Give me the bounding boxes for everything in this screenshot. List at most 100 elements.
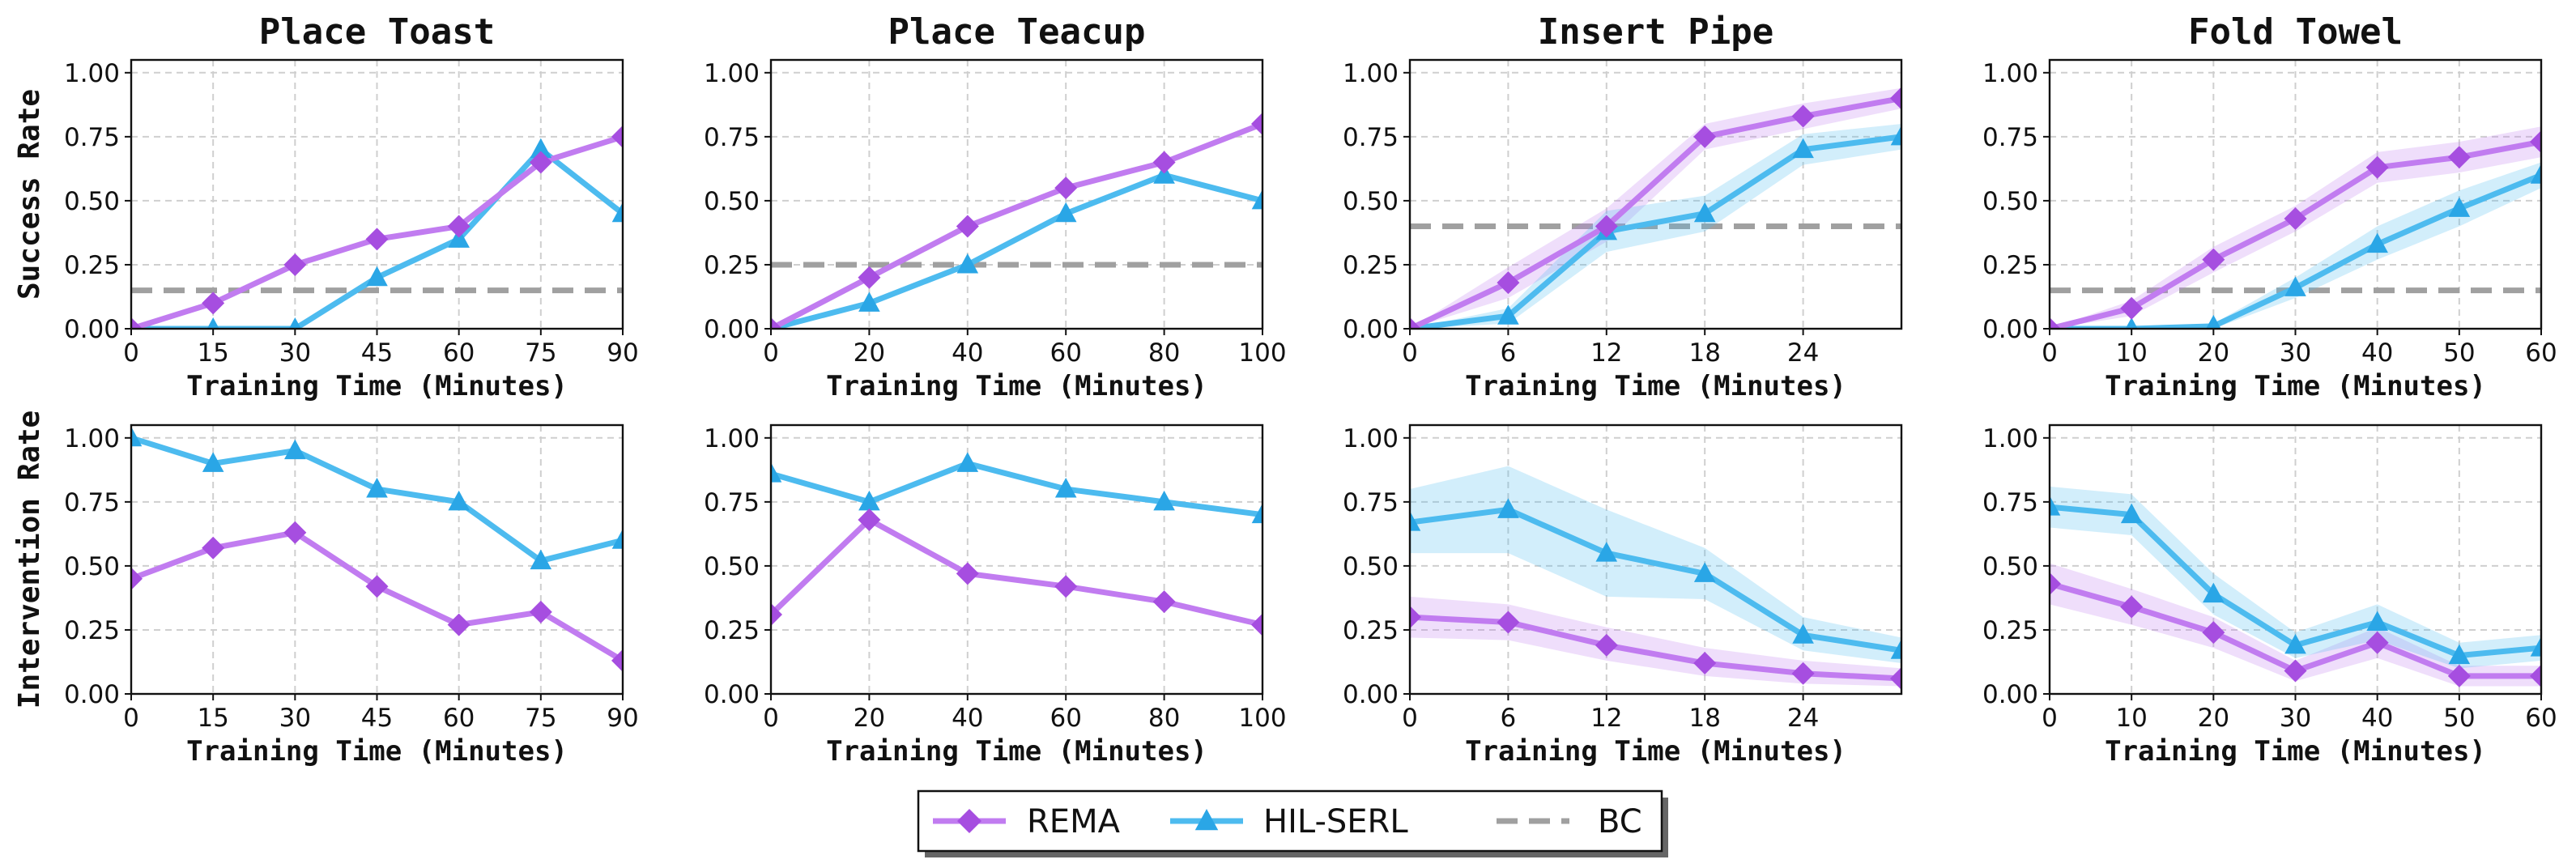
- x-tick-label: 0: [2042, 338, 2058, 368]
- x-tick-label: 90: [607, 704, 638, 733]
- y-tick-label: 0.50: [64, 187, 120, 216]
- x-tick-label: 30: [279, 704, 311, 733]
- x-tick-label: 10: [2115, 704, 2147, 733]
- y-tick-label: 0.50: [704, 187, 760, 216]
- plot-frame: [130, 423, 624, 696]
- x-tick-label: 100: [1238, 704, 1286, 733]
- x-axis-label: Training Time (Minutes): [1465, 370, 1846, 402]
- y-tick-label: 1.00: [704, 424, 760, 453]
- y-tick-label: 0.75: [704, 123, 760, 152]
- x-tick-label: 30: [2280, 338, 2311, 368]
- y-axis-label: Success Rate: [13, 89, 46, 300]
- hil-serl-point: [1792, 623, 1814, 644]
- subplot-title: Place Teacup: [888, 11, 1146, 53]
- y-tick-label: 0.50: [64, 552, 120, 581]
- rema-point: [283, 253, 307, 276]
- legend-hil-serl-marker: [1194, 809, 1219, 831]
- x-tick-label: 100: [1238, 338, 1286, 368]
- hil-serl-point: [2203, 582, 2225, 603]
- hil-serl-point: [284, 439, 306, 460]
- x-tick-label: 15: [197, 704, 228, 733]
- legend-bc-label: BC: [1598, 803, 1642, 840]
- y-axis-label: Intervention Rate: [13, 411, 46, 708]
- x-tick-label: 60: [1050, 704, 1081, 733]
- hil-serl-point: [1251, 189, 1262, 210]
- rema-point: [2530, 130, 2541, 154]
- hil-serl-point: [448, 490, 470, 511]
- subplot-1: 0 15 30 45 60 75 90 0.00 0.25 0.50 0.75 1.00 Place T…: [13, 11, 639, 402]
- x-tick-label: 24: [1787, 704, 1819, 733]
- y-tick-label: 1.00: [64, 59, 120, 88]
- rema-point: [2530, 664, 2541, 687]
- subplot-4: 0 10 20 30 40 50 60 0.00 0.25 0.50 0.75 1.00 Fold To…: [1982, 11, 2557, 402]
- hil-serl-point: [2284, 633, 2306, 654]
- x-axis-label: Training Time (Minutes): [2105, 370, 2486, 402]
- y-tick-label: 0.75: [64, 123, 120, 152]
- rema-point: [447, 613, 470, 636]
- x-axis-label: Training Time (Minutes): [186, 735, 568, 768]
- hil-serl-point: [1890, 639, 1901, 659]
- subplot-7: 0 6 12 18 24 0.00 0.25 0.50 0.75 1.00 Training Tim…: [1343, 423, 1903, 768]
- hil-serl-line: [1410, 134, 1901, 329]
- rema-point: [1595, 633, 1618, 657]
- hil-serl-point: [1054, 202, 1077, 223]
- x-tick-label: 20: [2198, 338, 2229, 368]
- subplot-title: Fold Towel: [2188, 11, 2403, 53]
- rema-point: [956, 562, 979, 585]
- rema-point: [2447, 664, 2471, 687]
- plot-frame: [769, 58, 1264, 330]
- plot-area: [771, 113, 1262, 329]
- hil-serl-point: [858, 291, 880, 312]
- y-tick-label: 0.25: [1343, 251, 1399, 280]
- legend-rema-label: REMA: [1027, 803, 1121, 840]
- hil-serl-point: [131, 426, 143, 447]
- subplot-3: 0 6 12 18 24 0.00 0.25 0.50 0.75 1.00 Insert Pipe T…: [1343, 11, 1903, 402]
- rema-point: [365, 575, 389, 598]
- rema-point: [2050, 572, 2061, 596]
- rema-point: [2120, 595, 2144, 619]
- y-tick-label: 0.50: [704, 552, 760, 581]
- y-tick-label: 0.50: [1982, 552, 2038, 581]
- y-tick-label: 0.00: [1343, 315, 1399, 344]
- hil-serl-point: [1251, 503, 1262, 524]
- plot-frame: [2048, 58, 2543, 330]
- x-tick-label: 0: [1402, 704, 1418, 733]
- hil-serl-point: [2530, 164, 2541, 184]
- subplot-title: Insert Pipe: [1538, 11, 1773, 53]
- hil-serl-point: [771, 462, 782, 483]
- rema-point: [2365, 155, 2389, 179]
- hil-serl-point: [858, 490, 880, 511]
- rema-confidence-band: [1410, 596, 1901, 687]
- rema-point: [202, 291, 225, 315]
- y-tick-label: 0.25: [704, 616, 760, 645]
- hil-serl-line: [771, 172, 1262, 329]
- y-tick-label: 1.00: [1982, 59, 2038, 88]
- plot-area: [131, 426, 623, 672]
- x-tick-label: 45: [361, 704, 393, 733]
- y-tick-label: 0.00: [1982, 315, 2038, 344]
- x-tick-label: 45: [361, 338, 393, 368]
- y-tick-label: 0.00: [64, 680, 120, 709]
- hil-serl-point: [611, 202, 623, 223]
- x-tick-label: 60: [443, 704, 475, 733]
- plot-frame: [2048, 423, 2543, 696]
- rema-point: [771, 317, 782, 329]
- hil-serl-point: [1497, 498, 1519, 518]
- hil-serl-point: [1693, 202, 1716, 223]
- rema-confidence-band: [2050, 563, 2541, 687]
- rema-point: [1791, 662, 1815, 685]
- hil-serl-point: [1410, 511, 1421, 531]
- plot-area: [1410, 87, 1901, 329]
- hil-serl-point: [2050, 496, 2061, 516]
- hil-serl-point: [448, 228, 470, 248]
- x-axis-label: Training Time (Minutes): [1465, 735, 1846, 768]
- hil-serl-point: [530, 549, 552, 570]
- x-tick-label: 60: [1050, 338, 1081, 368]
- y-tick-label: 0.00: [1343, 680, 1399, 709]
- hil-serl-point: [2530, 636, 2541, 657]
- x-axis-label: Training Time (Minutes): [2105, 735, 2486, 768]
- x-tick-label: 10: [2115, 338, 2147, 368]
- rema-point: [1152, 151, 1176, 174]
- rema-point: [1890, 667, 1901, 691]
- rema-point: [611, 125, 623, 148]
